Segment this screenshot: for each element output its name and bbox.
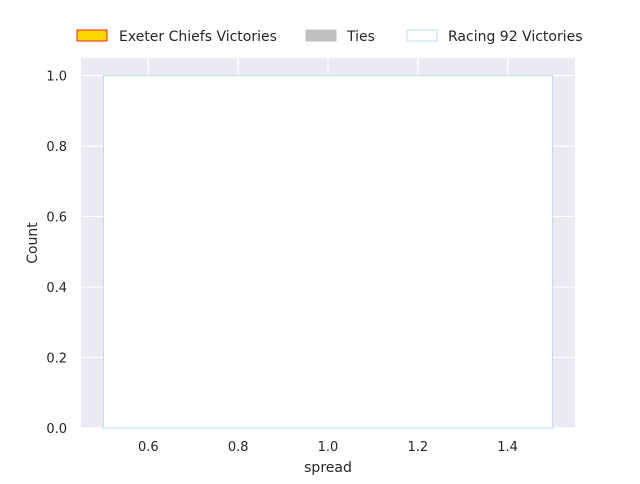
y-tick-label: 0.4 [46, 281, 67, 296]
x-tick-label: 0.6 [138, 440, 159, 455]
y-tick-label: 1.0 [46, 70, 67, 85]
legend-label: Ties [346, 29, 375, 45]
x-tick-labels: 0.6 0.8 1.0 1.2 1.4 [138, 440, 518, 455]
legend-swatch [76, 29, 108, 42]
y-tick-label: 0.6 [46, 211, 67, 226]
x-axis-label: spread [304, 460, 352, 476]
y-axis-label: Count [25, 222, 41, 264]
legend: Exeter Chiefs Victories Ties Racing 92 Vic… [76, 29, 583, 45]
y-tick-label: 0.0 [46, 422, 67, 437]
x-tick-label: 0.8 [228, 440, 249, 455]
y-tick-label: 0.8 [46, 140, 67, 155]
legend-label: Exeter Chiefs Victories [119, 29, 277, 45]
x-tick-label: 1.0 [318, 440, 339, 455]
legend-swatch [406, 29, 438, 42]
x-tick-label: 1.2 [407, 440, 428, 455]
x-tick-label: 1.4 [497, 440, 518, 455]
y-tick-label: 0.2 [46, 352, 67, 367]
bars [102, 75, 554, 429]
histogram-bar [102, 75, 554, 429]
legend-swatch [305, 29, 337, 42]
y-tick-labels: 0.0 0.2 0.4 0.6 0.8 1.0 [46, 70, 67, 437]
legend-label: Racing 92 Victories [448, 29, 583, 45]
